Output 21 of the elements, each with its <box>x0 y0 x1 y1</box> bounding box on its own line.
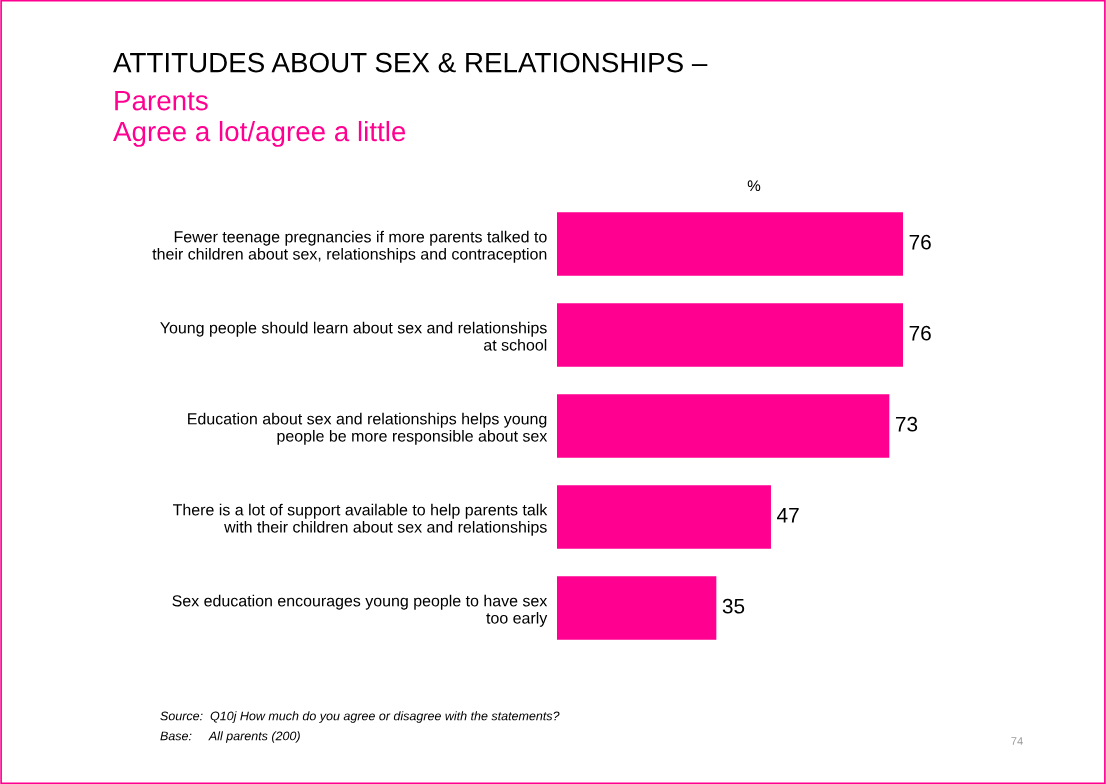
bar <box>557 485 771 549</box>
y-tick-label: Fewer teenage pregnancies if more parents talked to their children about sex, relationships and contraception <box>152 230 547 263</box>
chart-title: ATTITUDES ABOUT SEX & RELATIONSHIPS – <box>113 52 708 73</box>
text: % <box>747 180 761 192</box>
text: Base: All parents (200) <box>160 731 300 743</box>
data-label: 73 <box>895 416 918 432</box>
data-label: 76 <box>909 325 931 341</box>
y-tick-label: There is a lot of support available to help parents talk with their children about sex and relationships <box>172 503 548 536</box>
bar <box>557 212 904 276</box>
y-tick-label: Education about sex and relationships helps young people be more responsible about sex <box>188 412 548 445</box>
y-tick-label: Young people should learn about sex and relationships at school <box>160 321 547 351</box>
text: 74 <box>1011 737 1023 745</box>
bar <box>557 394 890 458</box>
y-tick-label: Sex education encourages young people to have sex too early <box>172 594 548 627</box>
bar <box>557 576 717 640</box>
data-label: 47 <box>777 508 799 523</box>
data-label: 76 <box>909 234 931 250</box>
source-note: Source: Q10j How much do you agree or disagree with the statements? <box>160 711 560 723</box>
bar <box>557 303 904 367</box>
data-label: 35 <box>722 598 745 614</box>
text: Parents Agree a lot/agree a little <box>113 91 406 147</box>
